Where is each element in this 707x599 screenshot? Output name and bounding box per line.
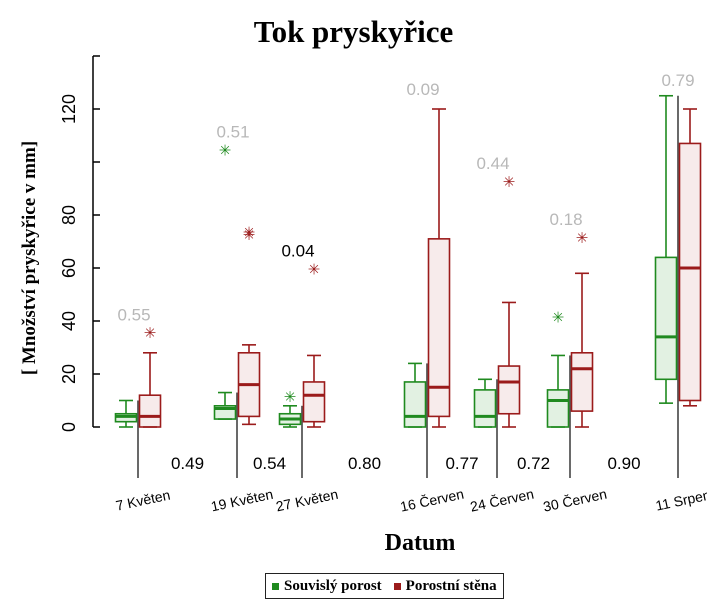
y-tick-label: 120 [59,94,79,124]
box-series-1-outlier: ✳ [219,142,232,159]
box-series-2-box [302,381,326,423]
p-value-bottom: 0.77 [445,454,478,473]
legend-swatch-series-1 [272,582,279,590]
box-series-1-box [546,389,570,428]
box-series-1-outlier: ✳ [552,309,565,326]
x-tick-label: 24 Červen [469,486,536,515]
box-series-2-box [427,238,451,418]
chart-title: Tok pryskyřice [253,14,454,49]
box-series-2-outlier: ✳ [243,227,256,244]
p-value-bottom: 0.80 [348,454,381,473]
legend-label-series-1: Souvislý porost [284,577,382,594]
x-tick-label: 27 Květen [274,486,339,515]
x-tick-label: 7 Květen [114,487,171,514]
box-series-1-box [403,381,427,428]
x-tick-label: 30 Červen [542,486,609,515]
box-series-2-box [570,351,594,412]
box-series-1-box [654,256,678,381]
legend: Souvislý porost Porostní stěna [265,573,504,599]
p-value-top: 0.44 [476,154,509,173]
legend-item-series-2: Porostní stěna [393,577,497,595]
y-tick-label: 0 [59,422,79,432]
p-value-top: 0.55 [117,305,150,324]
legend-item-series-1: Souvislý porost [272,578,382,595]
box-series-2-outlier: ✳ [243,225,256,242]
box-series-2-box [138,394,162,428]
box-series-2-box [497,365,521,415]
box-series-2-outlier: ✳ [503,174,516,191]
x-tick-label: 19 Květen [209,486,274,515]
p-value-bottom: 0.72 [517,454,550,473]
p-value-top: 0.04 [281,242,314,261]
p-value-top: 0.79 [661,71,694,90]
box-series-2-outlier: ✳ [308,262,321,279]
p-value-bottom: 0.49 [171,454,204,473]
p-value-top: 0.51 [216,122,249,141]
p-value-top: 0.09 [406,80,439,99]
legend-swatch-series-2 [393,582,401,590]
x-tick-label: 16 Červen [399,486,466,515]
box-series-2-box [678,142,702,402]
box-series-1-box [473,389,497,428]
y-tick-label: 20 [59,364,79,384]
y-tick-label: 80 [59,205,79,225]
p-value-top: 0.18 [549,210,582,229]
x-axis-label: Datum [384,530,456,556]
p-value-bottom: 0.90 [607,454,640,473]
y-tick-label: 40 [59,311,79,331]
box-series-2-outlier: ✳ [144,325,157,342]
x-tick-label: 11 Srpen [654,486,707,513]
box-series-1-outlier: ✳ [284,389,297,406]
legend-label-series-2: Porostní stěna [405,577,497,594]
p-value-bottom: 0.54 [253,454,286,473]
y-tick-label: 60 [59,258,79,278]
box-series-2-outlier: ✳ [576,230,589,247]
